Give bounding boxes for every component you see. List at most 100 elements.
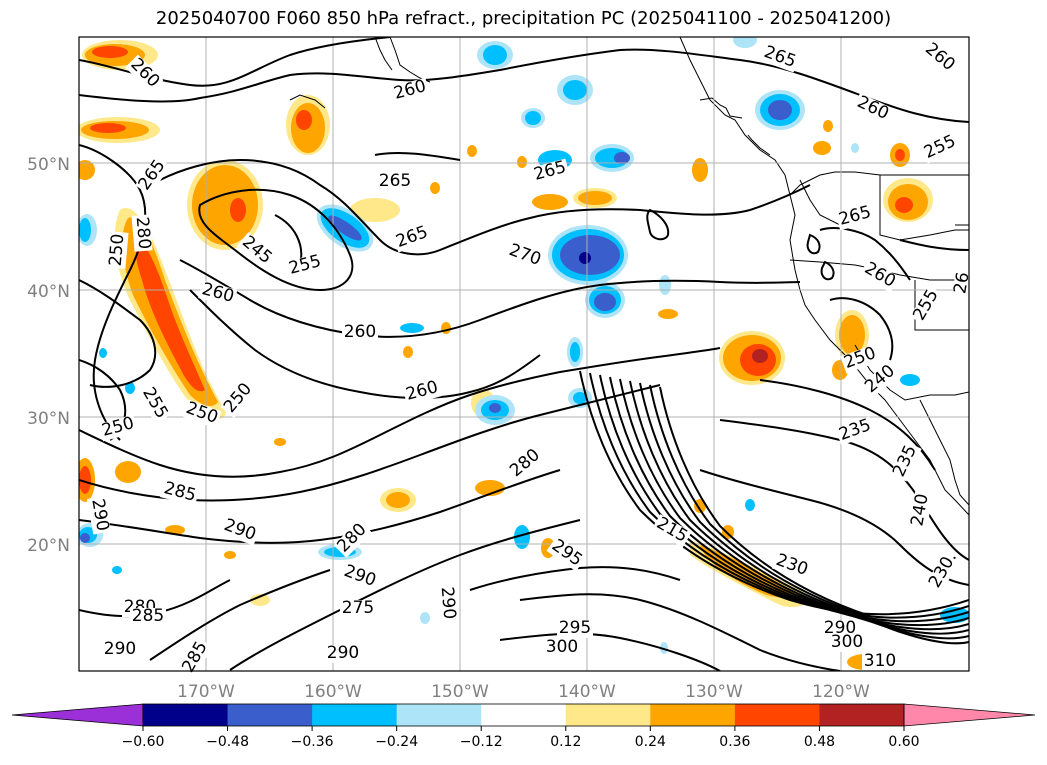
contour-label-background <box>392 223 433 253</box>
contour-label-background <box>87 495 112 535</box>
lat-label: 30°N <box>27 409 70 429</box>
contour-label-background <box>377 173 413 191</box>
graticule <box>79 37 969 671</box>
contour-label-background <box>137 383 171 424</box>
latitude-axis: 50°N 40°N 30°N 20°N <box>27 155 70 556</box>
lon-label: 120°W <box>812 682 870 702</box>
contour-label-background <box>557 620 593 638</box>
lat-label: 20°N <box>27 536 70 556</box>
colorbar-segment <box>396 704 482 726</box>
lat-label: 40°N <box>27 282 70 302</box>
contour-label-background <box>285 252 325 280</box>
longitude-axis: 170°W 160°W 150°W 140°W 130°W 120°W <box>177 682 870 702</box>
contour-label-background <box>102 641 138 659</box>
colorbar-tick-label: −0.36 <box>291 734 334 750</box>
lat-label: 50°N <box>27 155 70 175</box>
contour-label-background <box>546 536 587 572</box>
contour-label: 275 <box>342 598 374 618</box>
contour-label-background <box>890 441 922 482</box>
contour-label-background <box>835 203 875 231</box>
contour-label-background <box>160 479 200 507</box>
colorbar-segment <box>734 704 820 726</box>
lon-label: 140°W <box>558 682 616 702</box>
contour-label-background <box>179 637 213 678</box>
colorbar-segment <box>312 704 398 726</box>
contour-label-background <box>919 39 959 77</box>
contour-label-background <box>135 155 171 196</box>
contour-label: 290 <box>104 639 136 659</box>
contour-label-background <box>333 519 372 558</box>
colorbar-frame <box>142 703 905 727</box>
contour-label-background <box>131 214 153 252</box>
contour-label-background <box>544 639 580 657</box>
precip-positive-shading <box>79 40 933 670</box>
contour-label-background <box>436 584 458 622</box>
contour-label: 250 <box>106 233 129 267</box>
contour-label-background <box>342 324 378 342</box>
contour-label: 310 <box>864 651 896 671</box>
lon-label: 160°W <box>304 682 362 702</box>
colorbar-segment <box>650 704 736 726</box>
contour-label-background <box>835 416 876 446</box>
colorbar-segment <box>143 704 229 726</box>
contour-label-background <box>852 93 893 125</box>
contour-label-background <box>651 514 692 548</box>
colorbar-tick-label: 0.48 <box>804 734 835 750</box>
colorbar-tick-label: −0.48 <box>206 734 249 750</box>
contour-label-background <box>506 445 546 483</box>
contour-label-background <box>340 600 376 618</box>
contour-label-background <box>840 344 881 374</box>
contour-label-background <box>861 361 901 399</box>
contour-label-background <box>822 620 858 638</box>
contour-label-background <box>927 550 961 591</box>
lon-label: 150°W <box>431 682 489 702</box>
contour-label: 280 <box>132 216 155 250</box>
colorbar-tick-label: 0.60 <box>888 734 919 750</box>
contour-label-background <box>402 378 442 406</box>
colorbar-segment <box>565 704 651 726</box>
colorbar-segment <box>481 704 567 726</box>
contour-label-background <box>98 414 138 442</box>
contour-label: 290 <box>327 643 359 663</box>
colorbar-tick-label: −0.12 <box>460 734 503 750</box>
map-title: 2025040700 F060 850 hPa refract., precip… <box>155 8 892 29</box>
lon-label: 170°W <box>177 682 235 702</box>
colorbar-segment <box>819 704 905 726</box>
contour-label-background <box>198 280 238 308</box>
contour-label-background <box>862 653 898 671</box>
contour-label-background <box>130 608 166 626</box>
contour-label: 260 <box>344 322 376 342</box>
contour-label-background <box>920 132 961 164</box>
contour-label: 26 <box>950 271 973 296</box>
colorbar <box>11 703 1036 727</box>
contour-label-background <box>771 551 812 581</box>
contour-label-background <box>908 490 933 530</box>
contour-label-background <box>759 43 800 73</box>
contour-label-background <box>530 158 570 186</box>
contour-label-background <box>107 231 129 269</box>
colorbar-labels: −0.60 −0.48 −0.36 −0.24 −0.12 0.12 0.24 0.36 0.4… <box>122 726 920 750</box>
contour-label-background <box>219 516 260 546</box>
contour-label: 295 <box>559 618 591 638</box>
contour-label-background <box>339 562 380 592</box>
map-frame <box>78 36 970 672</box>
contour-label-background <box>910 285 944 326</box>
contour-label: 300 <box>831 632 863 652</box>
colorbar-tick-label: 0.36 <box>719 734 750 750</box>
contour-label-background <box>220 379 258 419</box>
contour-label-background <box>325 645 361 663</box>
contour-label-background <box>859 259 900 293</box>
colorbar-tick-label: 0.24 <box>635 734 666 750</box>
contour-label: 265 <box>379 171 411 191</box>
colorbar-max-extension <box>903 703 1036 727</box>
contour-label-background <box>504 241 545 271</box>
colorbar-tick-label: −0.24 <box>375 734 418 750</box>
contour-label: 300 <box>546 637 578 657</box>
lon-label: 130°W <box>685 682 743 702</box>
colorbar-tick-label: 0.12 <box>550 734 581 750</box>
colorbar-segment <box>227 704 313 726</box>
colorbar-min-extension <box>11 703 144 727</box>
contour-label-background <box>236 232 276 270</box>
